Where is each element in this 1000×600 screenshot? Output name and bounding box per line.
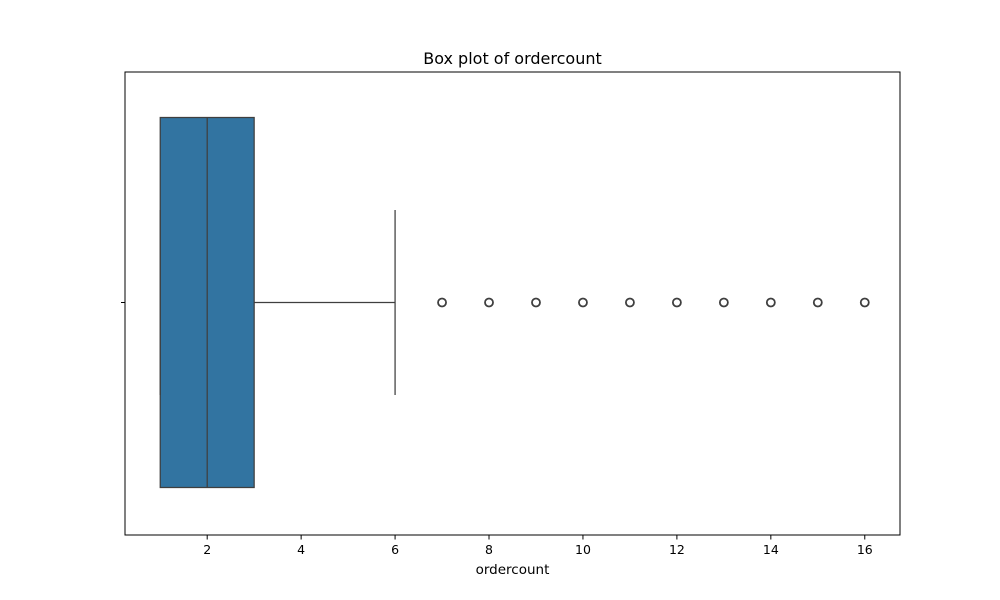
outlier-point: [671, 297, 682, 308]
x-tick-label: 2: [203, 542, 211, 557]
outlier-point: [765, 297, 776, 308]
x-tick-label: 14: [763, 542, 779, 557]
x-tick-label: 4: [297, 542, 305, 557]
outlier-point: [531, 297, 541, 308]
outlier-point: [625, 297, 635, 308]
outlier-point: [812, 297, 823, 308]
outlier-point: [718, 297, 729, 308]
x-tick-label: 10: [575, 542, 591, 557]
x-axis-label: ordercount: [476, 562, 550, 578]
outlier-point: [859, 297, 870, 308]
axes-frame: [124, 71, 901, 536]
chart-title: Box plot of ordercount: [423, 49, 602, 68]
x-tick-label: 8: [485, 542, 493, 557]
x-tick-label: 16: [857, 542, 873, 557]
outlier-point: [484, 297, 494, 308]
outlier-point: [437, 297, 447, 308]
outlier-point: [578, 297, 588, 308]
x-tick-label: 6: [391, 542, 399, 557]
x-tick-label: 12: [669, 542, 685, 557]
plot-area: 2 4 6 8 10 12 14 16: [121, 71, 901, 557]
